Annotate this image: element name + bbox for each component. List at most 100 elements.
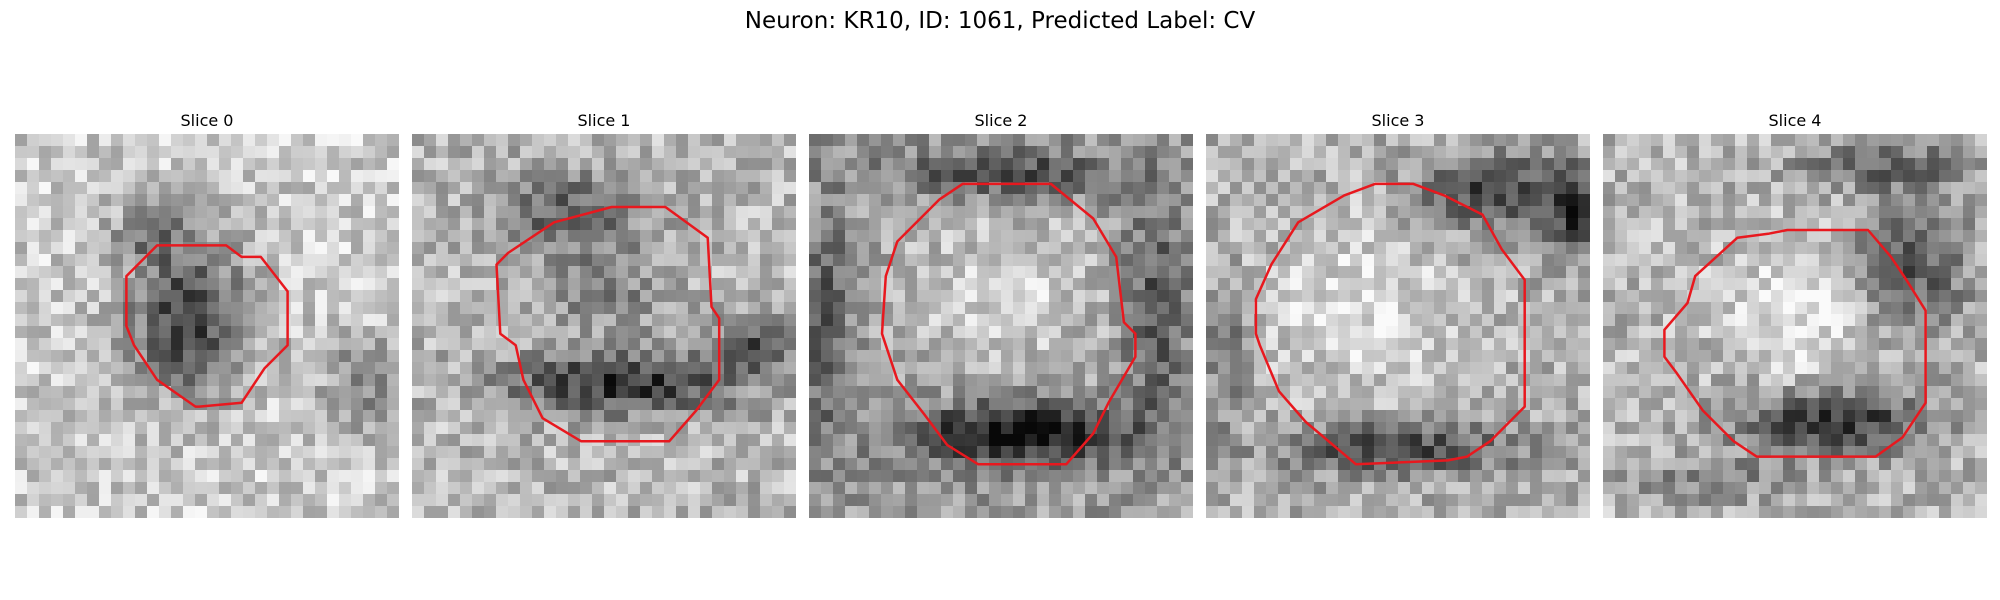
pixel <box>315 242 328 255</box>
pixel <box>1013 494 1026 507</box>
pixel <box>893 314 906 327</box>
pixel <box>929 170 942 183</box>
pixel <box>99 182 112 195</box>
pixel <box>1963 146 1976 159</box>
pixel <box>1554 302 1567 315</box>
pixel <box>195 386 208 399</box>
pixel <box>1302 494 1315 507</box>
pixel <box>1434 482 1447 495</box>
pixel <box>1879 146 1892 159</box>
pixel <box>1073 506 1086 518</box>
pixel <box>99 446 112 459</box>
pixel <box>1061 278 1074 291</box>
pixel <box>87 458 100 471</box>
pixel <box>580 134 593 147</box>
pixel <box>1542 146 1555 159</box>
pixel <box>772 482 785 495</box>
pixel <box>39 434 52 447</box>
pixel <box>1025 434 1038 447</box>
pixel <box>736 434 749 447</box>
pixel <box>1242 182 1255 195</box>
pixel <box>412 482 425 495</box>
pixel <box>279 230 292 243</box>
pixel <box>736 194 749 207</box>
pixel <box>195 230 208 243</box>
pixel <box>279 434 292 447</box>
pixel <box>604 422 617 435</box>
pixel <box>339 338 352 351</box>
pixel <box>1061 242 1074 255</box>
pixel <box>989 146 1002 159</box>
pixel <box>1615 242 1628 255</box>
pixel <box>1939 410 1952 423</box>
pixel <box>363 194 376 207</box>
pixel <box>159 290 172 303</box>
pixel <box>111 254 124 267</box>
pixel <box>363 338 376 351</box>
pixel <box>977 482 990 495</box>
pixel <box>123 230 136 243</box>
pixel <box>219 494 232 507</box>
pixel <box>147 254 160 267</box>
pixel <box>375 338 388 351</box>
pixel <box>315 170 328 183</box>
pixel <box>219 506 232 518</box>
pixel <box>1434 314 1447 327</box>
pixel <box>279 458 292 471</box>
pixel <box>159 218 172 231</box>
pixel <box>1254 170 1267 183</box>
pixel <box>748 374 761 387</box>
pixel <box>1230 446 1243 459</box>
pixel <box>1025 422 1038 435</box>
pixel <box>520 242 533 255</box>
pixel <box>1879 302 1892 315</box>
pixel <box>905 326 918 339</box>
pixel <box>1386 134 1399 147</box>
pixel <box>1121 398 1134 411</box>
pixel <box>833 506 846 518</box>
pixel <box>1578 326 1590 339</box>
pixel <box>111 314 124 327</box>
pixel <box>279 182 292 195</box>
pixel <box>640 218 653 231</box>
pixel <box>1747 290 1760 303</box>
pixel <box>1109 158 1122 171</box>
pixel <box>1530 242 1543 255</box>
pixel <box>1518 146 1531 159</box>
pixel <box>724 422 737 435</box>
pixel <box>712 410 725 423</box>
pixel <box>664 386 677 399</box>
pixel <box>1001 374 1014 387</box>
pixel <box>1903 362 1916 375</box>
pixel <box>1735 374 1748 387</box>
pixel <box>1230 134 1243 147</box>
pixel <box>1218 470 1231 483</box>
pixel <box>724 194 737 207</box>
pixel <box>1001 146 1014 159</box>
pixel <box>339 290 352 303</box>
pixel <box>1049 194 1062 207</box>
pixel <box>1639 398 1652 411</box>
pixel <box>171 218 184 231</box>
pixel <box>135 302 148 315</box>
pixel <box>1374 242 1387 255</box>
pixel <box>1759 374 1772 387</box>
pixel <box>1927 158 1940 171</box>
pixel <box>833 434 846 447</box>
pixel <box>159 182 172 195</box>
pixel <box>1326 146 1339 159</box>
pixel <box>183 182 196 195</box>
pixel <box>1759 350 1772 363</box>
pixel <box>1470 362 1483 375</box>
pixel <box>1687 362 1700 375</box>
pixel <box>1025 398 1038 411</box>
pixel <box>1290 350 1303 363</box>
pixel <box>1386 242 1399 255</box>
pixel <box>1037 290 1050 303</box>
pixel <box>255 266 268 279</box>
pixel <box>267 446 280 459</box>
pixel <box>147 482 160 495</box>
pixel <box>736 230 749 243</box>
pixel <box>1278 326 1291 339</box>
pixel <box>375 254 388 267</box>
